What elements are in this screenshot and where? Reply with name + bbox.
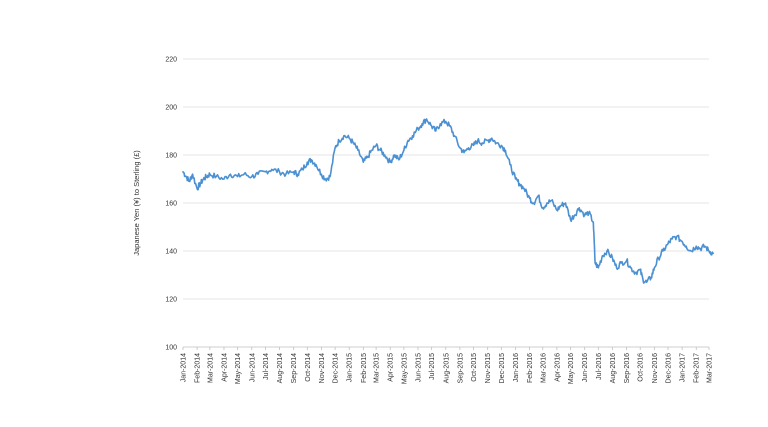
x-tick-label: Nov-2015: [485, 353, 492, 383]
x-tick-label: Mar-2016: [540, 353, 547, 383]
y-axis-title: Japanese Yen (¥) to Sterling (£): [132, 150, 141, 256]
x-tick-label: Mar-2014: [207, 353, 214, 383]
x-tick-label: Jun-2015: [415, 353, 422, 382]
y-tick-label: 200: [165, 105, 177, 112]
x-tick-label: Jun-2016: [582, 353, 589, 382]
x-tick-label: Feb-2015: [361, 353, 368, 383]
series-line-0: [182, 118, 714, 284]
x-tick-label: Jul-2014: [263, 353, 270, 380]
y-tick-labels: 100 120 140 160 180 200 220: [165, 57, 177, 352]
x-tick-label: Jan-2017: [680, 353, 687, 382]
x-tick-label: Mar-2015: [374, 353, 381, 383]
x-tick-label: Apr-2016: [554, 353, 561, 382]
x-tick-label: Dec-2016: [666, 353, 673, 383]
y-tick-label: 160: [165, 201, 177, 208]
x-tick-label: Jan-2016: [513, 353, 520, 382]
x-tick-label: Jan-2014: [181, 353, 188, 382]
x-tick-label: Sep-2016: [624, 353, 631, 383]
y-gridlines: [183, 58, 709, 348]
x-tick-label: Jul-2015: [429, 353, 436, 380]
x-tick-label: Sep-2015: [457, 353, 464, 383]
x-tick-label: Mar-2017: [707, 353, 714, 383]
x-tick-label: Oct-2016: [638, 353, 645, 382]
x-tick-label: Apr-2015: [388, 353, 395, 382]
x-tick-label: Dec-2014: [333, 353, 340, 383]
x-tick-label: Feb-2017: [694, 353, 701, 383]
x-tick-label: Aug-2014: [277, 353, 284, 383]
y-tick-label: 100: [165, 345, 177, 352]
y-tick-label: 220: [165, 57, 177, 64]
x-tick-label: Jul-2016: [596, 353, 603, 380]
x-tick-label: Oct-2014: [305, 353, 312, 382]
x-tick-label: Feb-2014: [195, 353, 202, 383]
x-tick-label: Aug-2015: [443, 353, 450, 383]
x-tick-label: Jun-2014: [249, 353, 256, 382]
x-tick-label: Jan-2015: [347, 353, 354, 382]
x-tick-label: May-2014: [235, 353, 242, 384]
x-tick-label: Feb-2016: [527, 353, 534, 383]
x-tick-label: Apr-2014: [221, 353, 228, 382]
x-tick-label: Oct-2015: [471, 353, 478, 382]
x-tick-label: Nov-2014: [319, 353, 326, 383]
x-tick-label: Aug-2016: [610, 353, 617, 383]
x-tick-label: Dec-2015: [499, 353, 506, 383]
y-tick-label: 180: [165, 153, 177, 160]
y-tick-label: 120: [165, 297, 177, 304]
x-tick-label: May-2015: [401, 353, 408, 384]
y-tick-label: 140: [165, 249, 177, 256]
x-tick-labels: Jan-2014 Feb-2014 Mar-2014 Apr-2014 May-2014…: [181, 347, 714, 384]
x-tick-label: May-2016: [568, 353, 575, 384]
x-tick-label: Nov-2016: [652, 353, 659, 383]
x-tick-label: Sep-2014: [291, 353, 298, 383]
